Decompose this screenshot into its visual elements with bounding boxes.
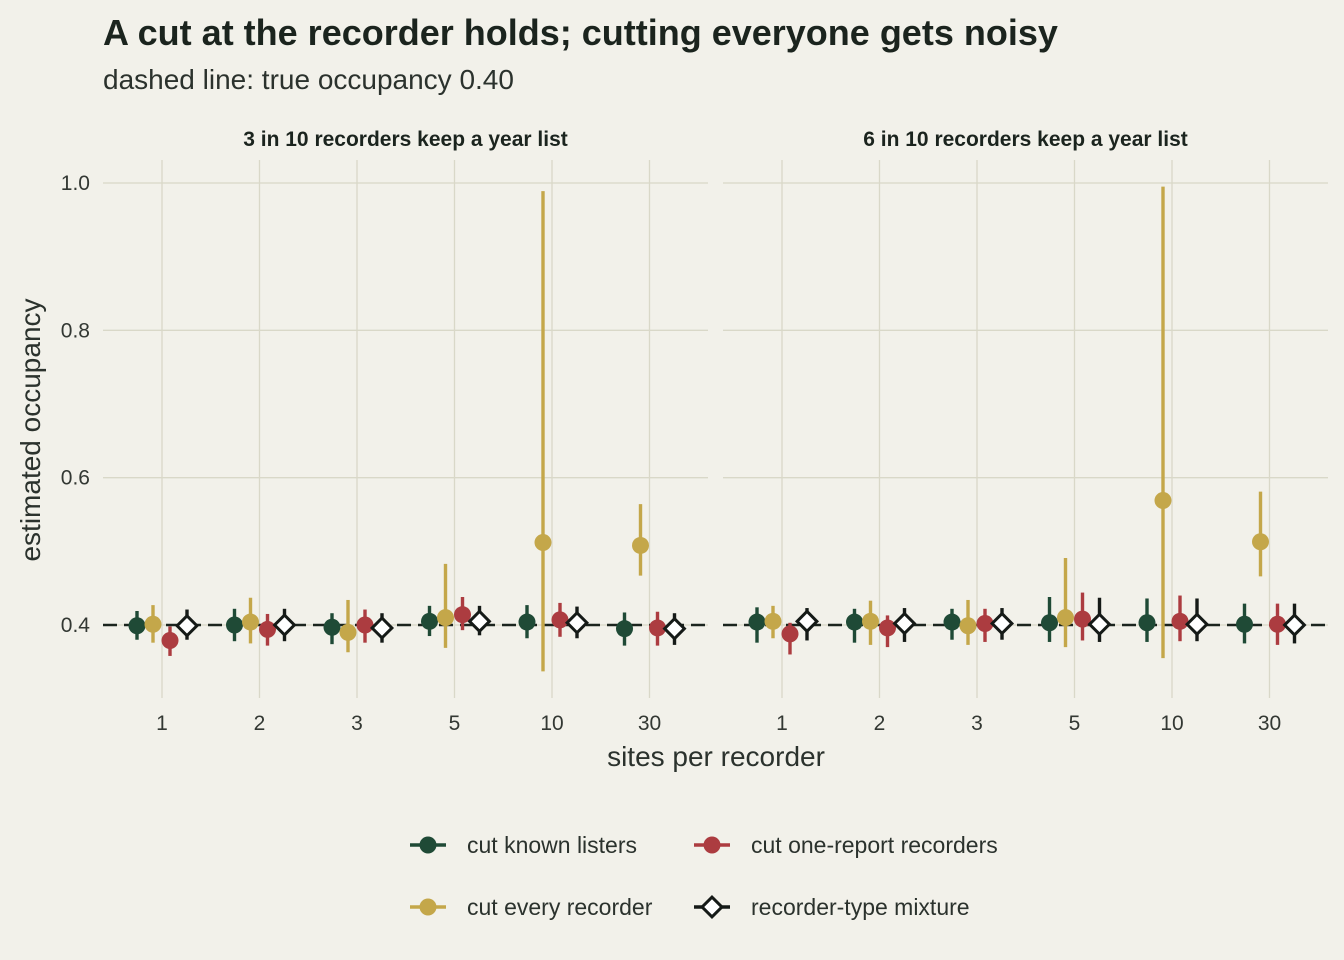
x-tick-label: 30	[638, 712, 661, 735]
data-point	[662, 616, 687, 641]
x-tick-label: 10	[1160, 712, 1183, 735]
data-point	[1138, 614, 1156, 632]
data-point	[339, 623, 357, 641]
legend: cut known listers cut one-report recorder…	[410, 832, 998, 920]
data-point	[454, 606, 471, 624]
data-point	[943, 613, 961, 631]
legend-item-every: cut every recorder	[410, 894, 653, 920]
panel-title: 6 in 10 recorders keep a year list	[863, 128, 1188, 151]
data-point	[1041, 614, 1058, 632]
data-point	[551, 611, 569, 629]
series-one	[161, 597, 666, 656]
data-point	[242, 613, 259, 631]
data-point	[846, 613, 863, 631]
legend-item-known: cut known listers	[410, 832, 637, 858]
x-tick-label: 2	[874, 712, 886, 735]
data-point	[616, 620, 633, 638]
panel-2: 6 in 10 recorders keep a year list 1 2 3 5 10…	[723, 128, 1328, 735]
x-tick-label: 3	[971, 712, 983, 735]
data-point	[748, 613, 766, 631]
data-point	[272, 612, 297, 638]
data-point	[1087, 612, 1112, 637]
x-axis-title: sites per recorder	[607, 741, 825, 772]
y-tick-label: 0.6	[61, 467, 90, 490]
series-every	[764, 186, 1269, 659]
y-tick-label: 0.8	[61, 319, 90, 342]
x-tick-label: 1	[776, 712, 788, 735]
y-axis-title: estimated occupancy	[15, 298, 46, 561]
data-point	[862, 612, 879, 630]
legend-label: recorder-type mixture	[751, 894, 970, 920]
axes: sites per recorder estimated occupancy 0…	[15, 172, 825, 772]
data-point	[323, 618, 341, 636]
series-one	[781, 592, 1286, 655]
x-tick-label: 1	[156, 712, 168, 735]
data-point	[161, 631, 179, 649]
legend-key-marker	[419, 898, 437, 916]
x-tick-label: 30	[1258, 712, 1281, 735]
series-mix	[174, 605, 687, 645]
data-point	[976, 615, 994, 633]
data-point	[959, 617, 977, 635]
x-tick-label: 2	[254, 712, 266, 735]
data-point	[437, 609, 454, 627]
data-point	[534, 533, 552, 551]
data-point	[1154, 492, 1172, 510]
y-tick-label: 1.0	[61, 172, 90, 195]
data-point	[1184, 612, 1210, 637]
legend-item-one: cut one-report recorders	[694, 832, 998, 858]
data-point	[144, 615, 162, 633]
data-point	[632, 536, 649, 554]
data-point	[764, 612, 782, 630]
data-point	[879, 619, 896, 637]
data-point	[892, 611, 917, 636]
data-point	[1171, 612, 1189, 630]
legend-label: cut every recorder	[467, 894, 653, 920]
chart-title: A cut at the recorder holds; cutting eve…	[103, 12, 1058, 53]
data-point	[356, 616, 374, 634]
data-point	[1057, 609, 1074, 627]
data-point	[649, 619, 666, 637]
legend-item-mix: recorder-type mixture	[694, 894, 970, 920]
x-tick-label: 3	[351, 712, 363, 735]
data-point	[989, 611, 1015, 636]
data-point	[421, 612, 438, 630]
data-point	[564, 610, 590, 635]
x-tick-label: 10	[540, 712, 563, 735]
data-point	[1074, 610, 1091, 628]
legend-label: cut known listers	[467, 832, 637, 858]
data-point	[259, 620, 276, 638]
panel-1: 3 in 10 recorders keep a year list 1 2 3 5 10…	[103, 128, 708, 735]
series-known	[748, 597, 1253, 644]
series-mix	[794, 597, 1307, 644]
legend-key-marker	[703, 836, 721, 854]
data-point	[1236, 615, 1253, 633]
data-point	[369, 615, 395, 640]
data-point	[174, 613, 200, 638]
chart-subtitle: dashed line: true occupancy 0.40	[103, 64, 514, 95]
data-point	[1269, 615, 1286, 633]
panel-title: 3 in 10 recorders keep a year list	[243, 128, 568, 151]
y-tick-label: 0.4	[61, 614, 91, 637]
series-known	[128, 605, 633, 646]
data-point	[1252, 533, 1269, 551]
data-point	[1282, 612, 1307, 638]
data-point	[226, 616, 243, 634]
data-point	[467, 609, 492, 634]
panels: 3 in 10 recorders keep a year list 1 2 3 5 10…	[103, 128, 1328, 735]
x-tick-label: 5	[449, 712, 461, 735]
legend-label: cut one-report recorders	[751, 832, 998, 858]
data-point	[518, 613, 536, 631]
x-tick-label: 5	[1069, 712, 1081, 735]
data-point	[781, 625, 799, 643]
series-every	[144, 191, 649, 672]
legend-key-marker	[419, 836, 437, 854]
data-point	[128, 617, 146, 635]
legend-key-marker	[699, 894, 725, 920]
data-point	[794, 609, 820, 634]
